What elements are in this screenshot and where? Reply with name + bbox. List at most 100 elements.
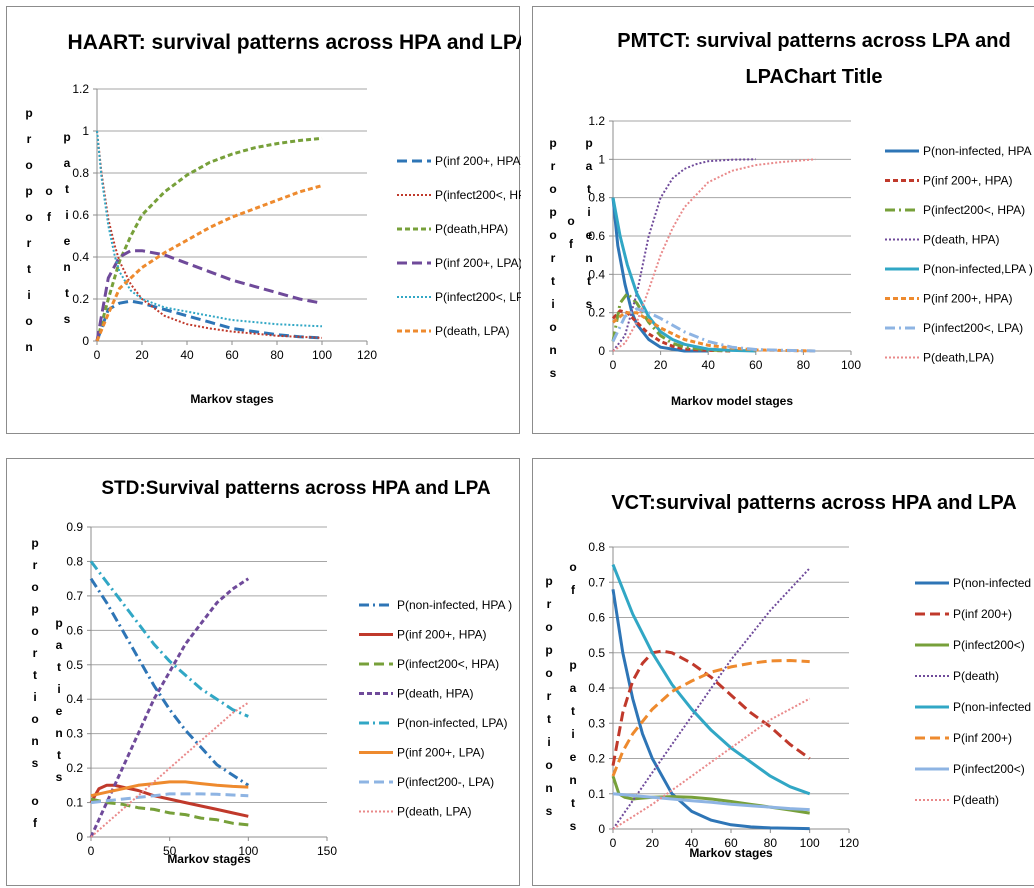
y-axis-label-char: r <box>547 689 552 703</box>
chart-svg: HAART: survival patterns across HPA and … <box>25 31 521 406</box>
y-axis-label-char: s <box>64 312 71 326</box>
y-axis-label-char: o <box>25 210 32 224</box>
legend-label: P(inf 200+, HPA) <box>397 628 486 642</box>
haart-chart-panel: HAART: survival patterns across HPA and … <box>6 6 521 434</box>
y-tick-label: 0.5 <box>588 646 605 660</box>
series-line <box>611 564 811 796</box>
y-tick-label: 0.8 <box>588 540 605 554</box>
y-axis-label-char: a <box>64 156 71 170</box>
legend-label: P(non-infected ) <box>953 576 1034 590</box>
y-axis-label-char: r <box>33 558 38 572</box>
y-tick-label: 0.4 <box>588 681 605 695</box>
legend-label: P(infect200<, HPA) <box>435 188 521 202</box>
y-axis-label-char: p <box>31 536 38 550</box>
series-line <box>96 130 323 328</box>
y-axis-label-char: o <box>25 158 32 172</box>
series-line <box>95 136 323 342</box>
x-tick-label: 100 <box>800 836 820 850</box>
y-tick-label: 0.6 <box>588 229 605 243</box>
legend-label: P(death) <box>953 793 999 807</box>
legend-label: P(infect200<) <box>953 638 1025 652</box>
y-axis-label: of <box>31 794 38 830</box>
y-axis-label-char: t <box>547 712 551 726</box>
y-axis-label-char: t <box>587 274 591 288</box>
x-tick-label: 20 <box>135 348 149 362</box>
legend-label: P(non-infected, HPA ) <box>923 144 1034 158</box>
x-tick-label: 120 <box>839 836 859 850</box>
series-line <box>611 197 709 353</box>
series-line <box>95 249 323 342</box>
y-axis-label-char: o <box>545 758 552 772</box>
x-tick-label: 80 <box>797 358 811 372</box>
legend-label: P(death, HPA) <box>397 687 473 701</box>
legend-label: P(inf 200+, HPA) <box>435 154 521 168</box>
series-line <box>611 197 756 353</box>
legend-label: P(infect200-, LPA) <box>397 775 494 789</box>
y-axis-label-char: s <box>586 297 593 311</box>
y-tick-label: 1.2 <box>588 114 605 128</box>
y-axis-label: of <box>567 214 574 251</box>
y-tick-label: 0.8 <box>72 166 89 180</box>
x-tick-label: 120 <box>357 348 377 362</box>
y-axis-label-char: o <box>567 214 574 228</box>
x-tick-label: 0 <box>610 836 617 850</box>
y-tick-label: 0.2 <box>588 306 605 320</box>
y-axis-label-char: p <box>63 130 70 144</box>
y-tick-label: 0 <box>82 334 89 348</box>
y-axis-label-char: n <box>31 734 38 748</box>
y-tick-label: 1.2 <box>72 82 89 96</box>
y-tick-label: 0.5 <box>66 658 83 672</box>
x-tick-label: 0 <box>94 348 101 362</box>
y-axis-label-char: e <box>56 704 63 718</box>
y-axis-label: of <box>45 184 52 224</box>
chart-svg: PMTCT: survival patterns across LPA and L… <box>549 30 1034 408</box>
x-axis-label: Markov model stages <box>671 394 793 408</box>
chart-title: PMTCT: survival patterns across LPA and <box>617 30 1010 52</box>
y-axis-label-char: o <box>31 580 38 594</box>
y-axis-label-char: n <box>55 726 62 740</box>
x-tick-label: 100 <box>312 348 332 362</box>
y-axis-label-char: n <box>549 343 556 357</box>
y-axis-label-char: s <box>546 804 553 818</box>
x-tick-label: 80 <box>764 836 778 850</box>
x-tick-label: 50 <box>163 844 177 858</box>
y-axis-label-char: a <box>56 638 63 652</box>
y-tick-label: 0.2 <box>588 752 605 766</box>
y-axis-label-char: p <box>549 205 556 219</box>
y-axis-label-char: e <box>570 750 577 764</box>
y-axis-label-char: n <box>569 773 576 787</box>
y-axis-label-char: p <box>545 574 552 588</box>
legend-label: P(infect200<, LPA) <box>435 290 521 304</box>
legend-label: P(inf 200+) <box>953 731 1012 745</box>
legend-label: P(non-infected ) <box>953 700 1034 714</box>
series-line <box>89 577 250 838</box>
y-tick-label: 1 <box>598 152 605 166</box>
y-axis-label-char: f <box>569 237 574 251</box>
x-axis-label: Markov stages <box>190 392 274 406</box>
y-axis-label-char: p <box>25 106 32 120</box>
chart-svg: VCT:survival patterns across HPA and LPA… <box>545 492 1034 860</box>
y-axis-label-char: p <box>569 658 576 672</box>
y-axis-label-char: r <box>551 159 556 173</box>
y-axis-label-char: s <box>56 770 63 784</box>
y-axis-label-char: n <box>545 781 552 795</box>
x-tick-label: 20 <box>654 358 668 372</box>
y-tick-label: 0.4 <box>72 250 89 264</box>
series-line <box>90 780 249 798</box>
y-axis-label-char: t <box>551 274 555 288</box>
legend-label: P(death,HPA) <box>435 222 508 236</box>
series-line <box>90 797 249 827</box>
x-tick-label: 60 <box>225 348 239 362</box>
series-line <box>611 649 811 766</box>
legend-label: P(death) <box>953 669 999 683</box>
chart-title: HAART: survival patterns across HPA and … <box>68 31 521 54</box>
legend-label: P(death, LPA) <box>435 324 509 338</box>
y-axis-label-char: p <box>25 184 32 198</box>
chart-title-line2: LPAChart Title <box>745 66 882 88</box>
chart-svg: STD:Survival patterns across HPA and LPA… <box>31 478 512 866</box>
y-axis-label-char: i <box>551 297 554 311</box>
y-axis-label-char: o <box>31 794 38 808</box>
